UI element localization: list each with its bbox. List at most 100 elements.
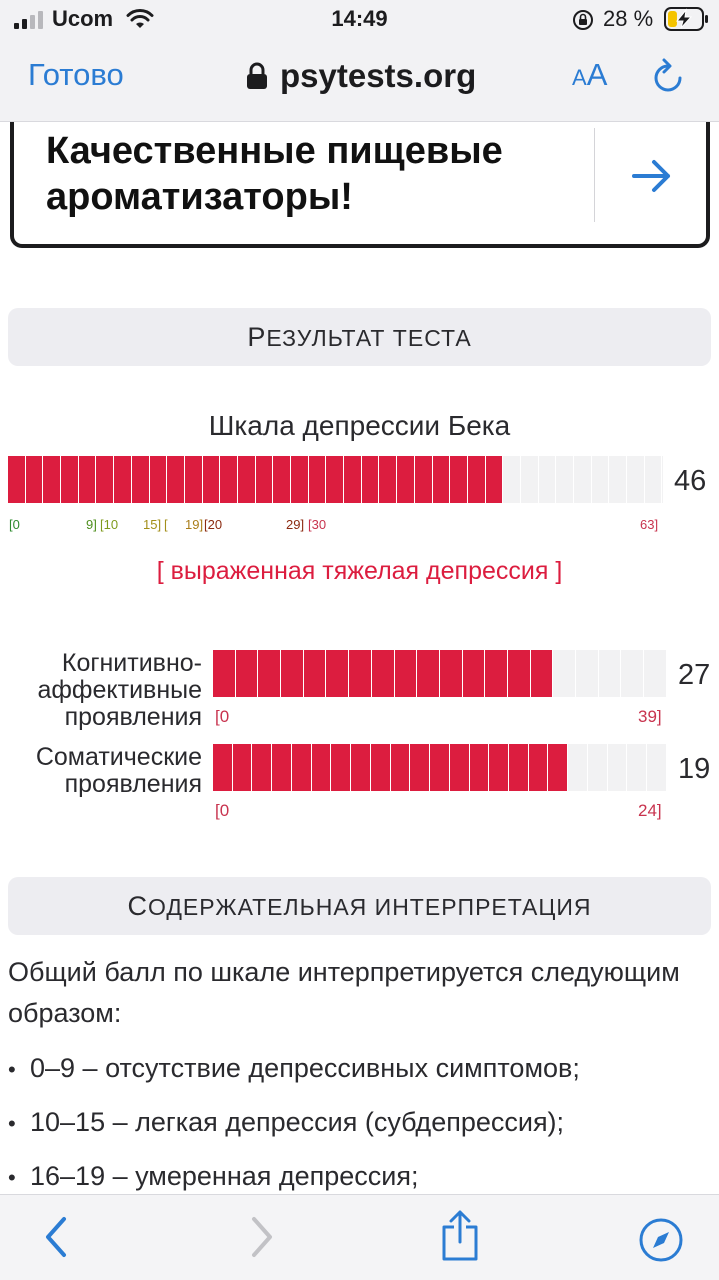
bar-cell-filled [149, 456, 168, 503]
bar-cell-filled [43, 456, 62, 503]
bar-cell-filled [167, 456, 185, 503]
bar-cell-empty [553, 650, 576, 697]
bar-cell-filled [485, 650, 508, 697]
bullet-icon: • [8, 1111, 16, 1136]
bar-cell-filled [273, 456, 291, 503]
tick-label: 29] [286, 517, 305, 532]
scale-title: Шкала депрессии Бека [208, 410, 511, 441]
bar-cell-empty [607, 744, 628, 791]
interpretation-header-cap: С [127, 891, 148, 921]
bar-cell-filled [485, 456, 504, 503]
bar-cell-filled [326, 650, 350, 697]
text-size-button[interactable]: AA [572, 57, 607, 93]
tick-label: [0 [215, 707, 230, 726]
bar-cell-filled [311, 744, 332, 791]
list-item-text: 0–9 – отсутствие депрессивных симптомов; [30, 1053, 580, 1083]
subscale-label-line: Соматические [35, 743, 202, 771]
bar-cell-filled [410, 744, 431, 791]
bar-cell-filled [507, 650, 531, 697]
bar-cell-empty [627, 456, 645, 503]
subscale-label-line: аффективные [37, 676, 202, 704]
url-field[interactable]: psytests.org [246, 54, 476, 98]
bar-cell-filled [213, 744, 233, 791]
bar-cell-filled [202, 456, 221, 503]
bar-cell-empty [538, 456, 557, 503]
tick-label: 15] [143, 517, 162, 532]
bar-cell-filled [489, 744, 510, 791]
ad-divider [594, 128, 595, 222]
subscale-label-line: Когнитивно- [61, 649, 202, 677]
tick-label: [ [164, 517, 168, 532]
interpretation-list: • 0–9 – отсутствие депрессивных симптомов… [8, 1042, 714, 1204]
result-section-header: Результат теста [8, 308, 711, 366]
bar-cell-filled [61, 456, 79, 503]
bar-cell-empty [621, 650, 645, 697]
carrier-name: Ucom [52, 6, 114, 31]
bar-cell-filled [351, 744, 371, 791]
bar-cell-filled [25, 456, 44, 503]
bar-cell-filled [272, 744, 292, 791]
bar-cell-filled [235, 650, 259, 697]
tick-label: 39] [638, 707, 662, 726]
list-item: • 0–9 – отсутствие депрессивных симптомов… [8, 1042, 714, 1096]
bar-cell-filled [291, 456, 309, 503]
bar-cell-filled [397, 456, 415, 503]
tick-label: 19] [185, 517, 204, 532]
bar-cell-filled [467, 456, 486, 503]
arrow-right-icon[interactable] [630, 156, 674, 196]
bar-cell-filled [281, 650, 304, 697]
bar-cell-filled [394, 650, 418, 697]
tick-label: [30 [308, 517, 327, 532]
share-icon[interactable] [440, 1209, 480, 1261]
bar-cell-filled [331, 744, 352, 791]
subscale-label-cognitive: Когнитивно- аффективные проявления [4, 650, 202, 731]
bar-cell-filled [548, 744, 569, 791]
bottom-toolbar [0, 1194, 719, 1280]
done-button[interactable]: Готово [28, 57, 124, 92]
chevron-right-icon[interactable] [246, 1215, 278, 1259]
bar-cell-filled [450, 456, 468, 503]
list-item: • 10–15 – легкая депрессия (субдепрессия)… [8, 1096, 714, 1150]
bar-cell-filled [326, 456, 345, 503]
bar-cell-filled [303, 650, 327, 697]
main-scale-bar [8, 456, 663, 503]
tick-label: [0 [9, 517, 20, 532]
bar-cell-filled [449, 744, 470, 791]
tick-label: [0 [215, 801, 230, 820]
tick-label: [20 [204, 517, 223, 532]
bar-cell-filled [432, 456, 451, 503]
bar-cell-filled [258, 650, 282, 697]
bar-cell-filled [291, 744, 312, 791]
bar-cell-filled [184, 456, 203, 503]
orientation-lock-icon [573, 10, 593, 30]
bar-cell-filled [462, 650, 486, 697]
text-size-small-glyph: A [572, 65, 587, 90]
ad-banner[interactable]: Качественные пищевые ароматизаторы! [10, 122, 710, 248]
bar-cell-empty [647, 744, 667, 791]
subscale-label-line: проявления [64, 770, 202, 798]
result-header-rest: езультат теста [266, 325, 472, 351]
list-item-text: 10–15 – легкая депрессия (субдепрессия); [30, 1107, 565, 1137]
bar-cell-filled [528, 744, 549, 791]
bar-cell-filled [349, 650, 372, 697]
bar-cell-empty [503, 456, 521, 503]
bar-cell-filled [469, 744, 490, 791]
bar-cell-empty [609, 456, 628, 503]
bar-cell-filled [414, 456, 433, 503]
main-scale-value: 46 [674, 465, 707, 497]
subscale-value-cognitive: 27 [678, 659, 711, 691]
bar-cell-filled [344, 456, 362, 503]
bar-cell-filled [308, 456, 327, 503]
chevron-left-icon[interactable] [40, 1215, 72, 1259]
bar-cell-filled [78, 456, 97, 503]
text-size-big-glyph: A [586, 57, 608, 92]
compass-icon[interactable] [638, 1217, 684, 1263]
bullet-icon: • [8, 1165, 16, 1190]
reload-icon[interactable] [650, 56, 686, 96]
lock-icon [247, 62, 267, 89]
bar-cell-filled [417, 650, 440, 697]
bar-cell-filled [255, 456, 274, 503]
bar-cell-filled [361, 456, 380, 503]
bar-cell-filled [509, 744, 529, 791]
